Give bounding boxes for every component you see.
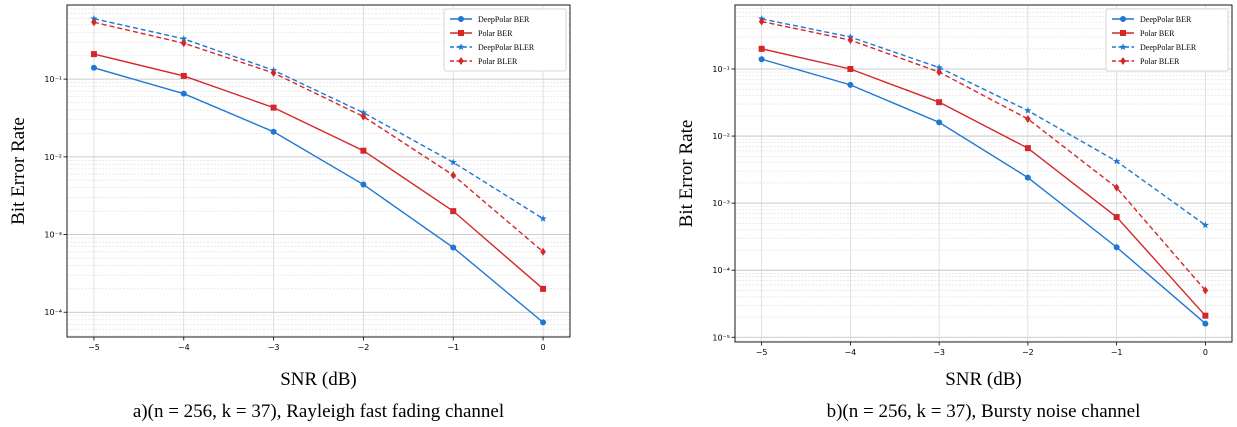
data-point xyxy=(540,286,546,292)
x-tick-label: −5 xyxy=(756,348,768,357)
y-tick-label: 10⁻³ xyxy=(44,231,62,240)
legend-marker xyxy=(1120,16,1126,22)
data-point xyxy=(936,99,942,105)
legend-label: DeepPolar BLER xyxy=(478,43,535,52)
legend-label: Polar BER xyxy=(1140,29,1175,38)
x-axis-title: SNR (dB) xyxy=(280,369,357,390)
y-tick-label: 10⁻⁴ xyxy=(712,266,730,275)
figure-caption: b)(n = 256, k = 37), Bursty noise channe… xyxy=(827,401,1141,422)
legend-label: Polar BLER xyxy=(1140,57,1180,66)
legend-label: Polar BLER xyxy=(478,57,518,66)
series-polar-ber xyxy=(759,46,1209,319)
data-point xyxy=(181,73,187,79)
y-axis: 10⁻¹ 10⁻² 10⁻³ 10⁻⁴ 10⁻⁵ xyxy=(712,65,735,342)
series-line xyxy=(94,68,543,323)
x-tick-label: −5 xyxy=(88,343,100,352)
data-point xyxy=(540,319,546,325)
y-tick-label: 10⁻¹ xyxy=(712,65,730,74)
data-point xyxy=(450,171,456,179)
data-point xyxy=(540,248,546,256)
x-tick-label: 0 xyxy=(1203,348,1208,357)
data-point xyxy=(1025,145,1031,151)
legend-marker xyxy=(1120,30,1126,36)
data-point xyxy=(1202,321,1208,327)
data-point xyxy=(450,245,456,251)
x-tick-label: −2 xyxy=(1022,348,1034,357)
legend-marker xyxy=(458,30,464,36)
series-line xyxy=(762,59,1206,323)
legend-label: DeepPolar BER xyxy=(1140,15,1192,24)
data-point xyxy=(1025,175,1031,181)
data-point xyxy=(936,119,942,125)
x-tick-label: −1 xyxy=(1111,348,1123,357)
data-point xyxy=(847,82,853,88)
x-tick-label: −1 xyxy=(447,343,459,352)
legend-label: DeepPolar BLER xyxy=(1140,43,1197,52)
y-tick-label: 10⁻¹ xyxy=(44,75,62,84)
x-tick-label: −4 xyxy=(178,343,190,352)
x-tick-label: 0 xyxy=(541,343,546,352)
figure-caption: a)(n = 256, k = 37), Rayleigh fast fadin… xyxy=(133,401,504,422)
x-axis: −5 −4 −3 −2 −1 0 xyxy=(756,342,1208,357)
data-point xyxy=(759,56,765,62)
x-axis: −5 −4 −3 −2 −1 0 xyxy=(88,337,546,352)
data-point xyxy=(181,91,187,97)
y-tick-label: 10⁻² xyxy=(44,153,62,162)
y-tick-label: 10⁻³ xyxy=(712,199,730,208)
y-axis: 10⁻¹ 10⁻² 10⁻³ 10⁻⁴ xyxy=(44,75,67,317)
data-point xyxy=(360,148,366,154)
data-point xyxy=(450,208,456,214)
data-point xyxy=(91,51,97,57)
y-tick-label: 10⁻⁵ xyxy=(712,333,730,342)
data-point xyxy=(91,65,97,71)
chart-b: −5 −4 −3 −2 −1 0 10⁻¹ 10⁻² 10⁻³ 10⁻⁴ 10⁻⁵ SNR (dB) B… xyxy=(660,0,1237,427)
data-point xyxy=(271,129,277,135)
series-deeppolar-ber xyxy=(759,56,1209,326)
chart-panel-b: −5 −4 −3 −2 −1 0 10⁻¹ 10⁻² 10⁻³ 10⁻⁴ 10⁻⁵ SNR (dB) B… xyxy=(660,0,1237,427)
x-tick-label: −3 xyxy=(268,343,280,352)
data-point xyxy=(759,46,765,52)
series-deeppolar-ber xyxy=(91,65,546,326)
y-axis-title: Bit Error Rate xyxy=(676,120,697,228)
legend-label: Polar BER xyxy=(478,29,513,38)
data-point xyxy=(181,39,187,47)
legend: DeepPolar BER Polar BER DeepPolar BLER Pola… xyxy=(444,9,566,71)
data-point xyxy=(847,66,853,72)
y-tick-label: 10⁻² xyxy=(712,132,730,141)
x-tick-label: −4 xyxy=(844,348,856,357)
data-point xyxy=(1202,313,1208,319)
data-point xyxy=(1114,214,1120,220)
legend-marker xyxy=(458,16,464,22)
x-tick-label: −2 xyxy=(358,343,370,352)
legend: DeepPolar BER Polar BER DeepPolar BLER Pola… xyxy=(1106,9,1228,71)
x-tick-label: −3 xyxy=(933,348,945,357)
data-point xyxy=(271,105,277,111)
series-line xyxy=(94,54,543,289)
y-tick-label: 10⁻⁴ xyxy=(44,308,62,317)
y-axis-title: Bit Error Rate xyxy=(8,117,29,225)
legend-label: DeepPolar BER xyxy=(478,15,530,24)
chart-a: −5 −4 −3 −2 −1 0 10⁻¹ 10⁻² 10⁻³ 10⁻⁴ SNR (dB) Bit E… xyxy=(0,0,580,427)
data-point xyxy=(1114,244,1120,250)
chart-panel-a: −5 −4 −3 −2 −1 0 10⁻¹ 10⁻² 10⁻³ 10⁻⁴ SNR (dB) Bit E… xyxy=(0,0,580,427)
x-axis-title: SNR (dB) xyxy=(945,369,1022,390)
data-point xyxy=(360,182,366,188)
